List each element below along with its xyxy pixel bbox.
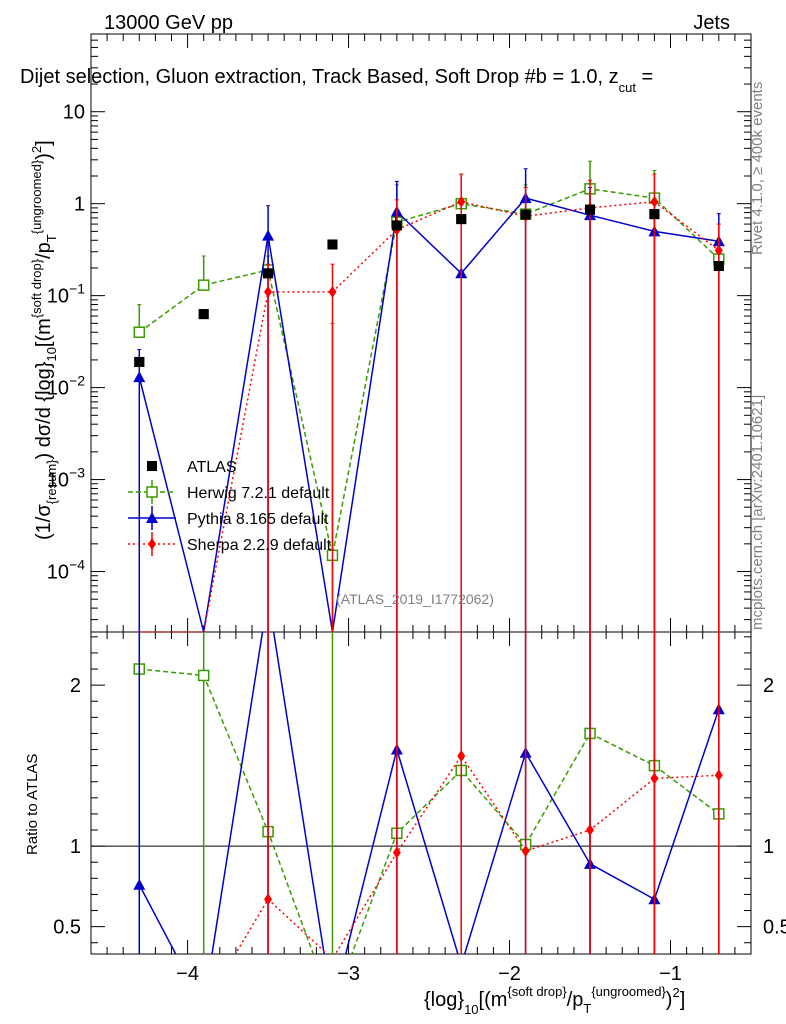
main-y-tick-label: 10−4 [47,557,85,584]
main-series-herwig [133,160,725,632]
main-series-sherpa [139,173,723,633]
data-point [521,844,530,857]
main-y-ticks [91,33,751,621]
ratio-panel-frame [90,631,752,955]
data-point [133,326,146,338]
data-point [392,846,401,859]
main-series-layer [133,160,725,633]
data-point [649,209,660,220]
legend-label: Pythia 8.165 default [187,511,329,528]
header-right: Jets [693,12,730,34]
data-point [133,878,146,890]
ratio-series-sherpa [234,632,723,954]
rivet-version-label: Rivet 4.1.0, ≥ 400k events [749,82,766,255]
ratio-y-tick-label: 2 [70,675,81,697]
legend-marker [147,461,157,471]
ratio-y-tick-label: 1 [70,836,81,858]
ratio-y-tick-label: 0.5 [53,917,81,939]
data-point [586,824,595,837]
legend-marker [146,512,158,523]
data-point [520,209,531,220]
data-point [457,749,466,762]
ratio-y-ticks [91,636,751,944]
chart-title: Dijet selection, Gluon extraction, Track… [20,66,653,95]
legend-marker [146,486,158,498]
main-y-tick-label: 10−3 [47,465,85,492]
data-point [264,893,273,906]
data-point [391,220,402,231]
data-point [650,195,659,208]
series-line [234,754,719,954]
title-sub: cut [619,80,637,95]
data-point [714,769,723,782]
legend-marker [148,538,156,550]
ratio-y-tick-label-right: 2 [763,675,774,697]
legend: ATLAS Herwig 7.2.1 default Pythia 8.165 de… [128,459,332,556]
main-series-atlas [134,204,724,367]
data-point [456,214,467,225]
series-line [139,668,720,954]
main-y-axis-label: (1/σ{resum}) dσ/d {log}10[(m{soft drop}/… [29,140,59,540]
x-tick-label: −2 [498,963,521,985]
main-y-tick-labels: 10 1 10−1 10−2 10−3 10−4 [47,102,85,584]
data-point [133,371,146,383]
data-point [650,772,659,785]
ratio-y-tick-label-right: 0.5 [763,917,786,939]
data-point [327,239,338,250]
data-point [197,669,210,682]
data-point [264,285,273,298]
main-series-atlas-top [134,204,724,367]
data-point [713,261,724,272]
ratio-series-layer [133,632,725,954]
legend-label: ATLAS [187,459,237,476]
data-point [714,244,723,257]
data-point [134,356,145,367]
main-y-tick-label: 10−1 [47,281,85,308]
ratio-y-axis-label: Ratio to ATLAS [24,754,41,855]
series-line [138,632,720,954]
series-line [138,188,720,556]
data-point [328,285,337,298]
x-tick-label: −4 [176,963,199,985]
legend-label: Herwig 7.2.1 default [187,485,330,502]
ratio-y-tick-label-right: 1 [763,836,774,858]
ratio-y-tick-labels: 2 2 1 1 0.5 0.5 [53,675,786,939]
header-left: 13000 GeV pp [104,12,233,34]
main-y-tick-label: 10 [63,102,85,124]
mcplots-label: mcplots.cern.ch [arXiv:2401.10621] [749,395,766,630]
main-y-tick-label: 1 [74,194,85,216]
data-point [198,309,209,320]
data-point [262,229,275,241]
title-tail: = [636,66,653,88]
data-point [263,268,274,279]
series-line [139,200,720,633]
x-tick-label: −3 [337,963,360,985]
title-main: Dijet selection, Gluon extraction, Track… [20,66,619,88]
x-tick-label: −1 [659,963,682,985]
main-y-tick-label: 10−2 [47,373,85,400]
x-tick-labels: −4 −3 −2 −1 [176,963,682,985]
legend-label: Sherpa 2.2.9 default [187,537,332,554]
data-point [197,279,210,291]
data-point [585,204,596,215]
analysis-watermark: (ATLAS_2019_I1772062) [336,591,494,607]
main-series-pythia [133,168,725,633]
series-line [138,197,719,633]
x-axis-label: {log}10[(m{soft drop}/pT{ungroomed})2] [424,984,685,1017]
data-point [457,195,466,208]
